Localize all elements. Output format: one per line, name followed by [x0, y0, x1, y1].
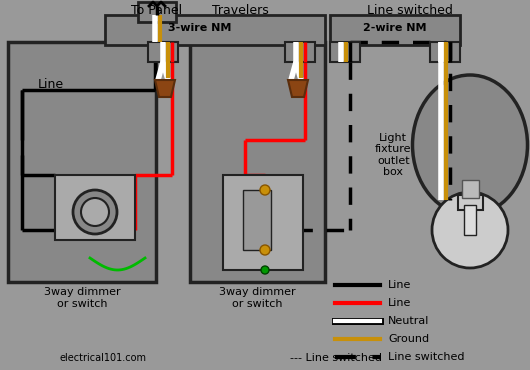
Bar: [55, 175, 135, 240]
Bar: [223, 175, 303, 270]
Ellipse shape: [412, 75, 527, 215]
Bar: [330, 42, 360, 62]
Text: Neutral: Neutral: [388, 316, 429, 326]
Circle shape: [432, 192, 508, 268]
Text: 2-wire NM: 2-wire NM: [363, 23, 427, 33]
Text: Ground: Ground: [388, 334, 429, 344]
Bar: [464, 205, 476, 235]
Text: 3way dimmer
or switch: 3way dimmer or switch: [219, 287, 295, 309]
Circle shape: [73, 190, 117, 234]
Text: Line switched: Line switched: [388, 352, 464, 362]
Bar: [190, 42, 325, 282]
Bar: [458, 195, 483, 210]
Bar: [138, 2, 176, 22]
Text: Line: Line: [388, 280, 411, 290]
Circle shape: [260, 245, 270, 255]
Bar: [243, 190, 271, 250]
Circle shape: [81, 198, 109, 226]
Text: electrical101.com: electrical101.com: [60, 353, 147, 363]
Text: Line: Line: [38, 78, 64, 91]
Text: Line switched: Line switched: [367, 3, 453, 17]
Bar: [462, 180, 479, 198]
Text: Travelers: Travelers: [211, 3, 268, 17]
Bar: [330, 15, 460, 45]
Bar: [430, 42, 460, 62]
Polygon shape: [155, 80, 175, 97]
Text: 3way dimmer
or switch: 3way dimmer or switch: [43, 287, 120, 309]
Bar: [285, 42, 315, 62]
Polygon shape: [288, 80, 308, 97]
Text: Line: Line: [388, 298, 411, 308]
Circle shape: [261, 266, 269, 274]
Bar: [148, 42, 178, 62]
Text: Light
fixture
outlet
box: Light fixture outlet box: [375, 132, 411, 177]
Text: 3-wire NM: 3-wire NM: [169, 23, 232, 33]
Text: --- Line switched: --- Line switched: [290, 353, 382, 363]
Bar: [8, 42, 156, 282]
Bar: [105, 15, 325, 45]
Circle shape: [260, 185, 270, 195]
Text: To Panel: To Panel: [131, 3, 182, 17]
